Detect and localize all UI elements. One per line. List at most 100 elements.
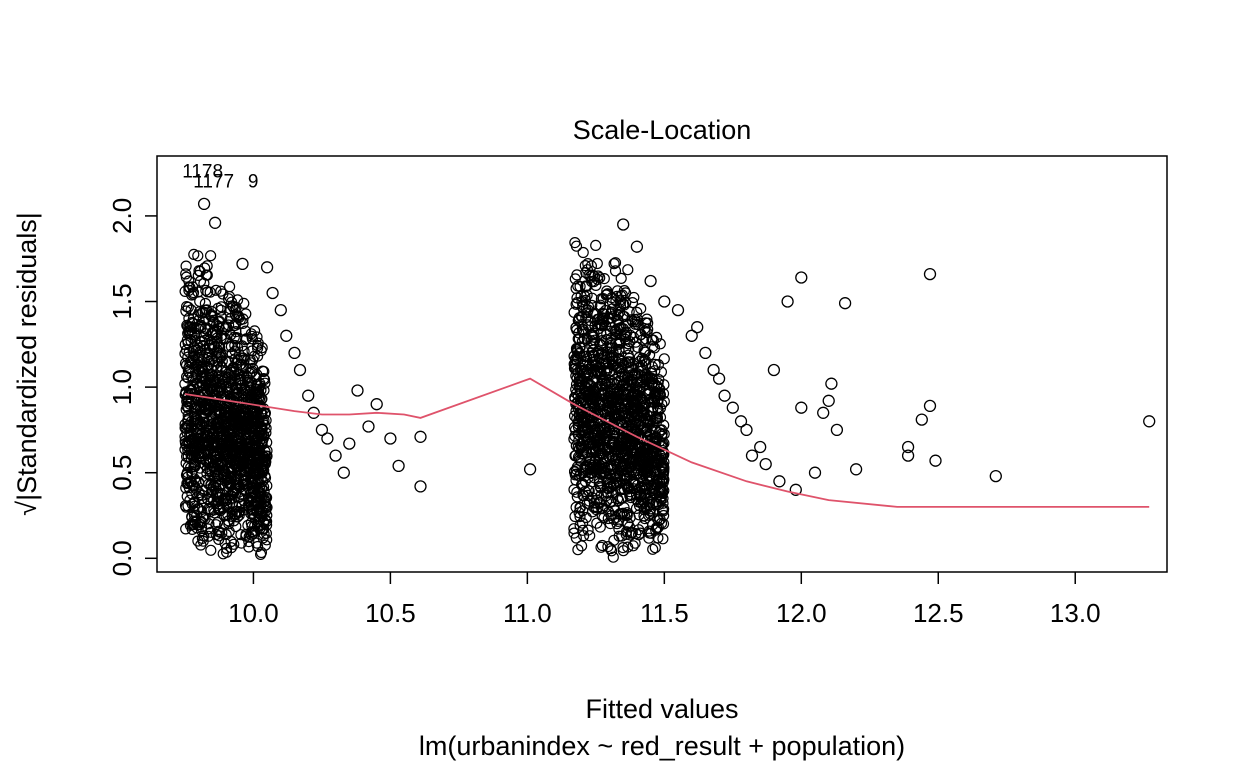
- cluster-2-point: [649, 542, 661, 554]
- data-point: [901, 449, 915, 462]
- cluster-2-point: [612, 465, 624, 477]
- data-point: [321, 432, 334, 445]
- cluster-1-point: [259, 539, 271, 551]
- cluster-1-point: [252, 337, 264, 349]
- cluster-1-point: [208, 339, 220, 351]
- cluster-1-point: [219, 406, 231, 418]
- cluster-1-point: [229, 370, 241, 382]
- data-point: [414, 480, 427, 493]
- data-points: [197, 197, 1156, 496]
- cluster-2-point: [616, 368, 628, 380]
- data-point: [795, 271, 808, 284]
- cluster-1-point: [245, 503, 257, 515]
- cluster-2-point: [605, 545, 618, 557]
- data-point: [293, 363, 307, 377]
- cluster-1-point: [207, 428, 219, 440]
- data-point: [691, 321, 704, 334]
- cluster-2-point: [648, 342, 661, 354]
- cluster-1-point: [215, 285, 227, 297]
- cluster-2-point: [574, 341, 586, 353]
- cluster-2-point: [577, 448, 589, 460]
- cluster-2-point: [609, 257, 622, 269]
- cluster-1-point: [179, 338, 191, 351]
- cluster-2-point: [643, 499, 656, 511]
- cluster-1-point: [237, 478, 249, 490]
- cluster-1-point: [202, 530, 215, 542]
- cluster-2-point: [646, 396, 658, 408]
- data-point: [718, 389, 731, 402]
- data-point: [822, 394, 835, 407]
- cluster-1-point: [206, 427, 218, 439]
- cluster-1-point: [194, 451, 206, 463]
- cluster-1-point: [249, 325, 261, 337]
- data-point: [712, 372, 726, 385]
- cluster-1-point: [224, 392, 237, 404]
- cluster-2-point: [580, 511, 592, 524]
- cluster-1-point: [180, 271, 192, 283]
- cluster-2-point: [622, 349, 634, 361]
- cluster-2-point: [571, 461, 584, 473]
- cluster-1-point: [225, 535, 237, 548]
- cluster-2-point: [576, 323, 589, 335]
- cluster-2-point: [570, 468, 583, 480]
- cluster-2-point: [641, 460, 654, 472]
- cluster-2-point: [574, 519, 586, 531]
- cluster-1-point: [256, 510, 268, 522]
- data-point: [208, 216, 222, 229]
- cluster-2-point: [606, 452, 619, 464]
- cluster-1-point: [261, 501, 273, 513]
- cluster-1-point: [224, 281, 236, 293]
- cluster-1-point: [199, 297, 211, 310]
- cluster-2-point: [642, 442, 654, 455]
- cluster-1-point: [187, 281, 199, 293]
- cluster-2-point: [588, 501, 600, 513]
- cluster-1-point: [180, 386, 192, 398]
- data-point: [830, 423, 844, 437]
- cluster-2-point: [590, 239, 602, 251]
- cluster-2-point: [613, 523, 625, 535]
- cluster-2-point: [645, 449, 657, 461]
- cluster-2-point: [650, 432, 662, 444]
- cluster-1-point: [198, 331, 210, 343]
- cluster-2-point: [582, 301, 595, 313]
- data-point: [795, 401, 808, 414]
- cluster-1-point: [214, 347, 226, 359]
- cluster-2-point: [570, 322, 582, 334]
- data-point: [745, 449, 759, 462]
- cluster-2-point: [621, 508, 633, 521]
- cluster-1-point: [208, 507, 221, 519]
- cluster-1-point: [205, 250, 217, 262]
- cluster-1-point: [221, 498, 233, 510]
- data-point: [767, 363, 781, 377]
- cluster-1-point: [181, 371, 193, 383]
- cluster-2-point: [584, 530, 596, 542]
- point-label: 9: [248, 172, 259, 193]
- cluster-2-point: [593, 398, 605, 410]
- cluster-1-point: [223, 525, 235, 538]
- y-axis-label: √|Standardized residuals|: [12, 212, 42, 516]
- data-point: [288, 346, 301, 360]
- cluster-1-point: [248, 350, 260, 362]
- y-tick-label: 0.0: [107, 540, 137, 576]
- cluster-2-point: [577, 358, 589, 371]
- cluster-1-point: [236, 340, 248, 352]
- cluster-1-point: [224, 397, 236, 409]
- data-point: [384, 432, 397, 445]
- data-point: [280, 329, 293, 342]
- cluster-2-point: [604, 436, 616, 448]
- data-point: [392, 459, 405, 473]
- cluster-2-point: [596, 320, 608, 332]
- cluster-1-point: [195, 443, 207, 455]
- cluster-1-point: [251, 331, 263, 343]
- cluster-2-point: [604, 336, 617, 348]
- data-point: [707, 363, 720, 377]
- cluster-2-point: [602, 512, 614, 525]
- cluster-2-point: [599, 378, 612, 390]
- cluster-2-point: [571, 491, 583, 503]
- data-point: [617, 218, 630, 231]
- cluster-1-point: [261, 450, 273, 462]
- cluster-2-point: [577, 425, 589, 437]
- cluster-2-point: [629, 478, 641, 490]
- cluster-1-point: [228, 411, 240, 423]
